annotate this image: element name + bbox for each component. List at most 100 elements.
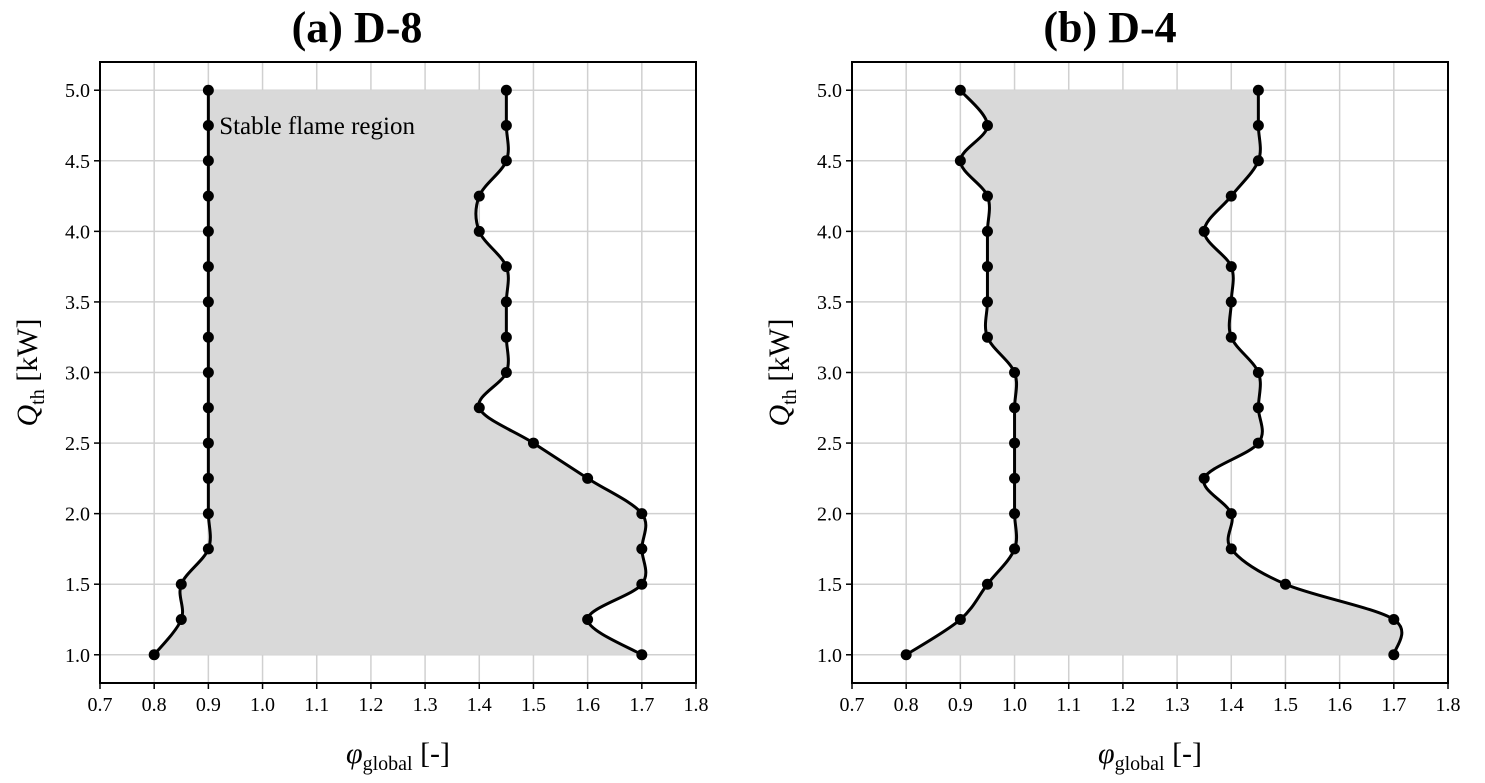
- x-tick-label: 0.9: [196, 694, 221, 716]
- y-axis-subscript: th: [779, 389, 801, 405]
- data-point: [1225, 296, 1237, 308]
- data-point: [500, 84, 512, 96]
- data-point: [582, 472, 594, 484]
- data-point: [1198, 225, 1210, 237]
- data-point: [202, 402, 214, 414]
- data-point: [636, 508, 648, 520]
- y-tick-label: 3.5: [817, 292, 842, 314]
- data-point: [981, 120, 993, 132]
- y-tick-label: 4.5: [817, 151, 842, 173]
- data-point: [1009, 472, 1021, 484]
- y-tick-label: 1.5: [65, 574, 90, 596]
- data-point: [1252, 155, 1264, 167]
- x-tick-label: 1.3: [413, 694, 438, 716]
- data-point: [473, 402, 485, 414]
- x-axis-subscript: global: [1115, 753, 1165, 775]
- data-point: [981, 331, 993, 343]
- x-tick-label: 1.8: [684, 694, 709, 716]
- y-tick-label: 2.5: [817, 433, 842, 455]
- x-tick-label: 1.8: [1436, 694, 1461, 716]
- data-point: [202, 296, 214, 308]
- region-annotation: Stable flame region: [219, 113, 415, 140]
- data-point: [1388, 613, 1400, 625]
- data-point: [582, 613, 594, 625]
- x-tick-label: 1.2: [1110, 694, 1135, 716]
- y-tick-label: 4.0: [817, 221, 842, 243]
- y-tick-label: 3.5: [65, 292, 90, 314]
- x-axis-symbol: φ: [1098, 737, 1115, 770]
- data-point: [175, 613, 187, 625]
- data-point: [954, 613, 966, 625]
- data-point: [202, 225, 214, 237]
- y-tick-label: 1.0: [65, 645, 90, 667]
- data-point: [1225, 543, 1237, 555]
- data-point: [1225, 508, 1237, 520]
- data-point: [1252, 367, 1264, 378]
- data-point: [1252, 402, 1264, 414]
- data-point: [202, 84, 214, 96]
- rich-limit-curve: [1202, 90, 1404, 656]
- data-point: [636, 578, 648, 590]
- x-tick-label: 0.8: [142, 694, 167, 716]
- y-tick-label: 4.0: [65, 221, 90, 243]
- data-point: [202, 190, 214, 202]
- data-point: [148, 649, 160, 661]
- data-point: [981, 261, 993, 273]
- x-axis-label: φglobal [-]: [346, 737, 450, 775]
- data-point: [981, 578, 993, 590]
- y-tick-label: 2.0: [817, 504, 842, 526]
- data-point: [981, 190, 993, 202]
- x-tick-label: 1.7: [1381, 694, 1406, 716]
- rich-limit-curve: [474, 90, 648, 657]
- x-tick-label: 0.7: [88, 694, 113, 716]
- x-tick-label: 0.9: [948, 694, 973, 716]
- y-tick-label: 4.5: [65, 151, 90, 173]
- data-point: [473, 225, 485, 237]
- data-point: [1009, 402, 1021, 414]
- x-tick-label: 1.1: [1056, 694, 1081, 716]
- chart-title: (b) D-4: [1043, 3, 1176, 52]
- data-point: [981, 296, 993, 308]
- y-axis-symbol: Q: [763, 405, 796, 427]
- x-tick-label: 1.5: [1273, 694, 1298, 716]
- y-axis-subscript: th: [27, 389, 49, 405]
- chart-panel-1: (a) D-8 0.7 0.8 0.9 1.0 1.1 1.2 1.3 1.4 1.5 1.6 1.7…: [11, 3, 709, 775]
- data-point: [500, 367, 512, 378]
- x-tick-label: 1.0: [250, 694, 275, 716]
- chart-panel-2: (b) D-4 0.7 0.8 0.9 1.0 1.1 1.2 1.3 1.4 1.5 1.6 1.7…: [763, 3, 1461, 775]
- data-point: [981, 225, 993, 237]
- x-tick-label: 1.5: [521, 694, 546, 716]
- y-axis-label: Qth [kW]: [11, 318, 49, 426]
- y-axis-unit: [kW]: [11, 318, 44, 389]
- data-point: [202, 155, 214, 167]
- y-axis-label: Qth [kW]: [763, 318, 801, 426]
- data-point: [202, 472, 214, 484]
- data-point: [1009, 437, 1021, 449]
- y-tick-label: 3.0: [817, 363, 842, 385]
- data-point: [202, 367, 214, 378]
- stable-region-fill: [906, 90, 1402, 655]
- data-point: [1252, 437, 1264, 449]
- data-point: [954, 155, 966, 167]
- x-axis-unit: [-]: [1165, 737, 1202, 770]
- data-point: [636, 543, 648, 555]
- x-tick-label: 0.8: [894, 694, 919, 716]
- data-point: [202, 261, 214, 273]
- data-point: [202, 508, 214, 520]
- data-point: [1279, 578, 1291, 590]
- data-point: [202, 543, 214, 555]
- x-axis-symbol: φ: [346, 737, 363, 770]
- data-point: [1009, 508, 1021, 520]
- y-tick-label: 2.0: [65, 504, 90, 526]
- data-point: [202, 120, 214, 132]
- x-tick-label: 0.7: [840, 694, 865, 716]
- y-tick-label: 1.0: [817, 645, 842, 667]
- data-point: [175, 578, 187, 590]
- data-point: [1252, 84, 1264, 96]
- y-axis-unit: [kW]: [763, 318, 796, 389]
- data-point: [500, 261, 512, 273]
- chart-title: (a) D-8: [292, 3, 423, 52]
- x-tick-label: 1.7: [629, 694, 654, 716]
- data-point: [500, 331, 512, 343]
